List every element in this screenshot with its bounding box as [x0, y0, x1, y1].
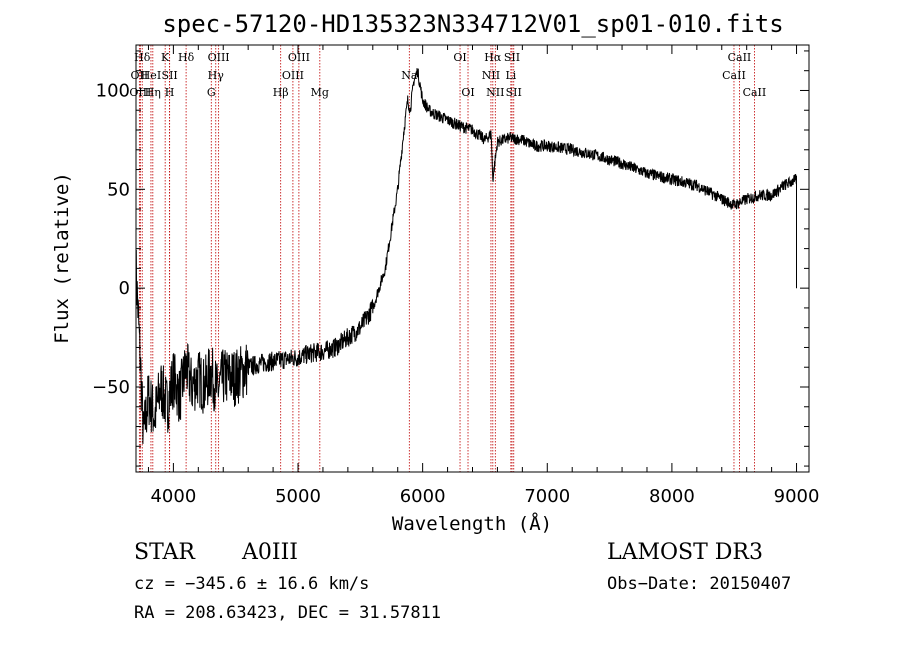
- line-marker-label: Mg: [311, 86, 329, 99]
- cz-label: cz = −345.6 ± 16.6 km/s: [134, 574, 370, 594]
- x-tick-label: 4000: [150, 486, 196, 507]
- y-tick-label: 0: [119, 278, 130, 299]
- line-marker-label: Hβ: [273, 86, 289, 99]
- coords-label: RA = 208.63423, DEC = 31.57811: [134, 603, 442, 623]
- line-markers: [138, 45, 755, 472]
- line-marker-label: Li: [505, 69, 516, 82]
- line-marker-label: NII: [486, 86, 504, 99]
- line-marker-label: K: [161, 51, 170, 64]
- x-tick-label: 6000: [400, 486, 446, 507]
- x-tick-label: 7000: [524, 486, 570, 507]
- line-marker-label: SII: [506, 86, 522, 99]
- x-axis-ticks: 4000 5000 6000 7000 8000 9000: [147, 45, 820, 507]
- line-marker-label: Hα: [484, 51, 502, 64]
- line-marker-labels: Hδ OII OIII HeI Hη K SII H Hδ OIII Hγ G OIII OIII Hβ Mg…: [129, 51, 766, 99]
- line-marker-label: SII: [162, 69, 178, 82]
- y-tick-label: 100: [96, 80, 130, 101]
- chart-title: spec-57120-HD135323N334712V01_sp01-010.f…: [162, 10, 784, 38]
- line-marker-label: OI: [453, 51, 466, 64]
- line-marker-label: G: [207, 86, 216, 99]
- line-marker-label: CaII: [728, 51, 752, 64]
- line-marker-label: OIII: [129, 86, 151, 99]
- x-tick-label: 8000: [649, 486, 695, 507]
- obs-date-label: Obs−Date: 20150407: [607, 574, 792, 594]
- line-marker-label: CaII: [722, 69, 746, 82]
- line-marker-label: H: [165, 86, 175, 99]
- line-marker-label: CaII: [743, 86, 767, 99]
- y-tick-label: 50: [107, 179, 130, 200]
- x-tick-label: 5000: [275, 486, 321, 507]
- plot-frame: [135, 44, 810, 473]
- y-axis-label: Flux (relative): [51, 172, 73, 344]
- survey-label: LAMOST DR3: [607, 540, 763, 565]
- x-axis-label: Wavelength (Å): [392, 512, 552, 535]
- spectrum-line: [135, 68, 797, 445]
- line-marker-label: OI: [461, 86, 474, 99]
- y-axis-ticks: −50 0 50 100: [92, 50, 809, 467]
- line-marker-label: NII: [482, 69, 500, 82]
- line-marker-label: Hη: [145, 86, 161, 99]
- line-marker-label: OII: [131, 69, 149, 82]
- line-marker-label: Na: [401, 69, 418, 82]
- class-label: STAR: [134, 540, 195, 565]
- line-marker-label: Hδ: [178, 51, 195, 64]
- y-tick-label: −50: [92, 377, 130, 398]
- line-marker-label: OIII: [282, 69, 304, 82]
- line-marker-label: SII: [504, 51, 520, 64]
- subclass-label: A0III: [242, 540, 298, 565]
- line-marker-label: OIII: [208, 51, 230, 64]
- line-marker-label: HeI: [141, 69, 161, 82]
- line-marker-label: Hγ: [208, 69, 225, 82]
- line-marker-label: OIII: [288, 51, 310, 64]
- line-marker-label: Hδ: [134, 51, 151, 64]
- x-tick-label: 9000: [774, 486, 820, 507]
